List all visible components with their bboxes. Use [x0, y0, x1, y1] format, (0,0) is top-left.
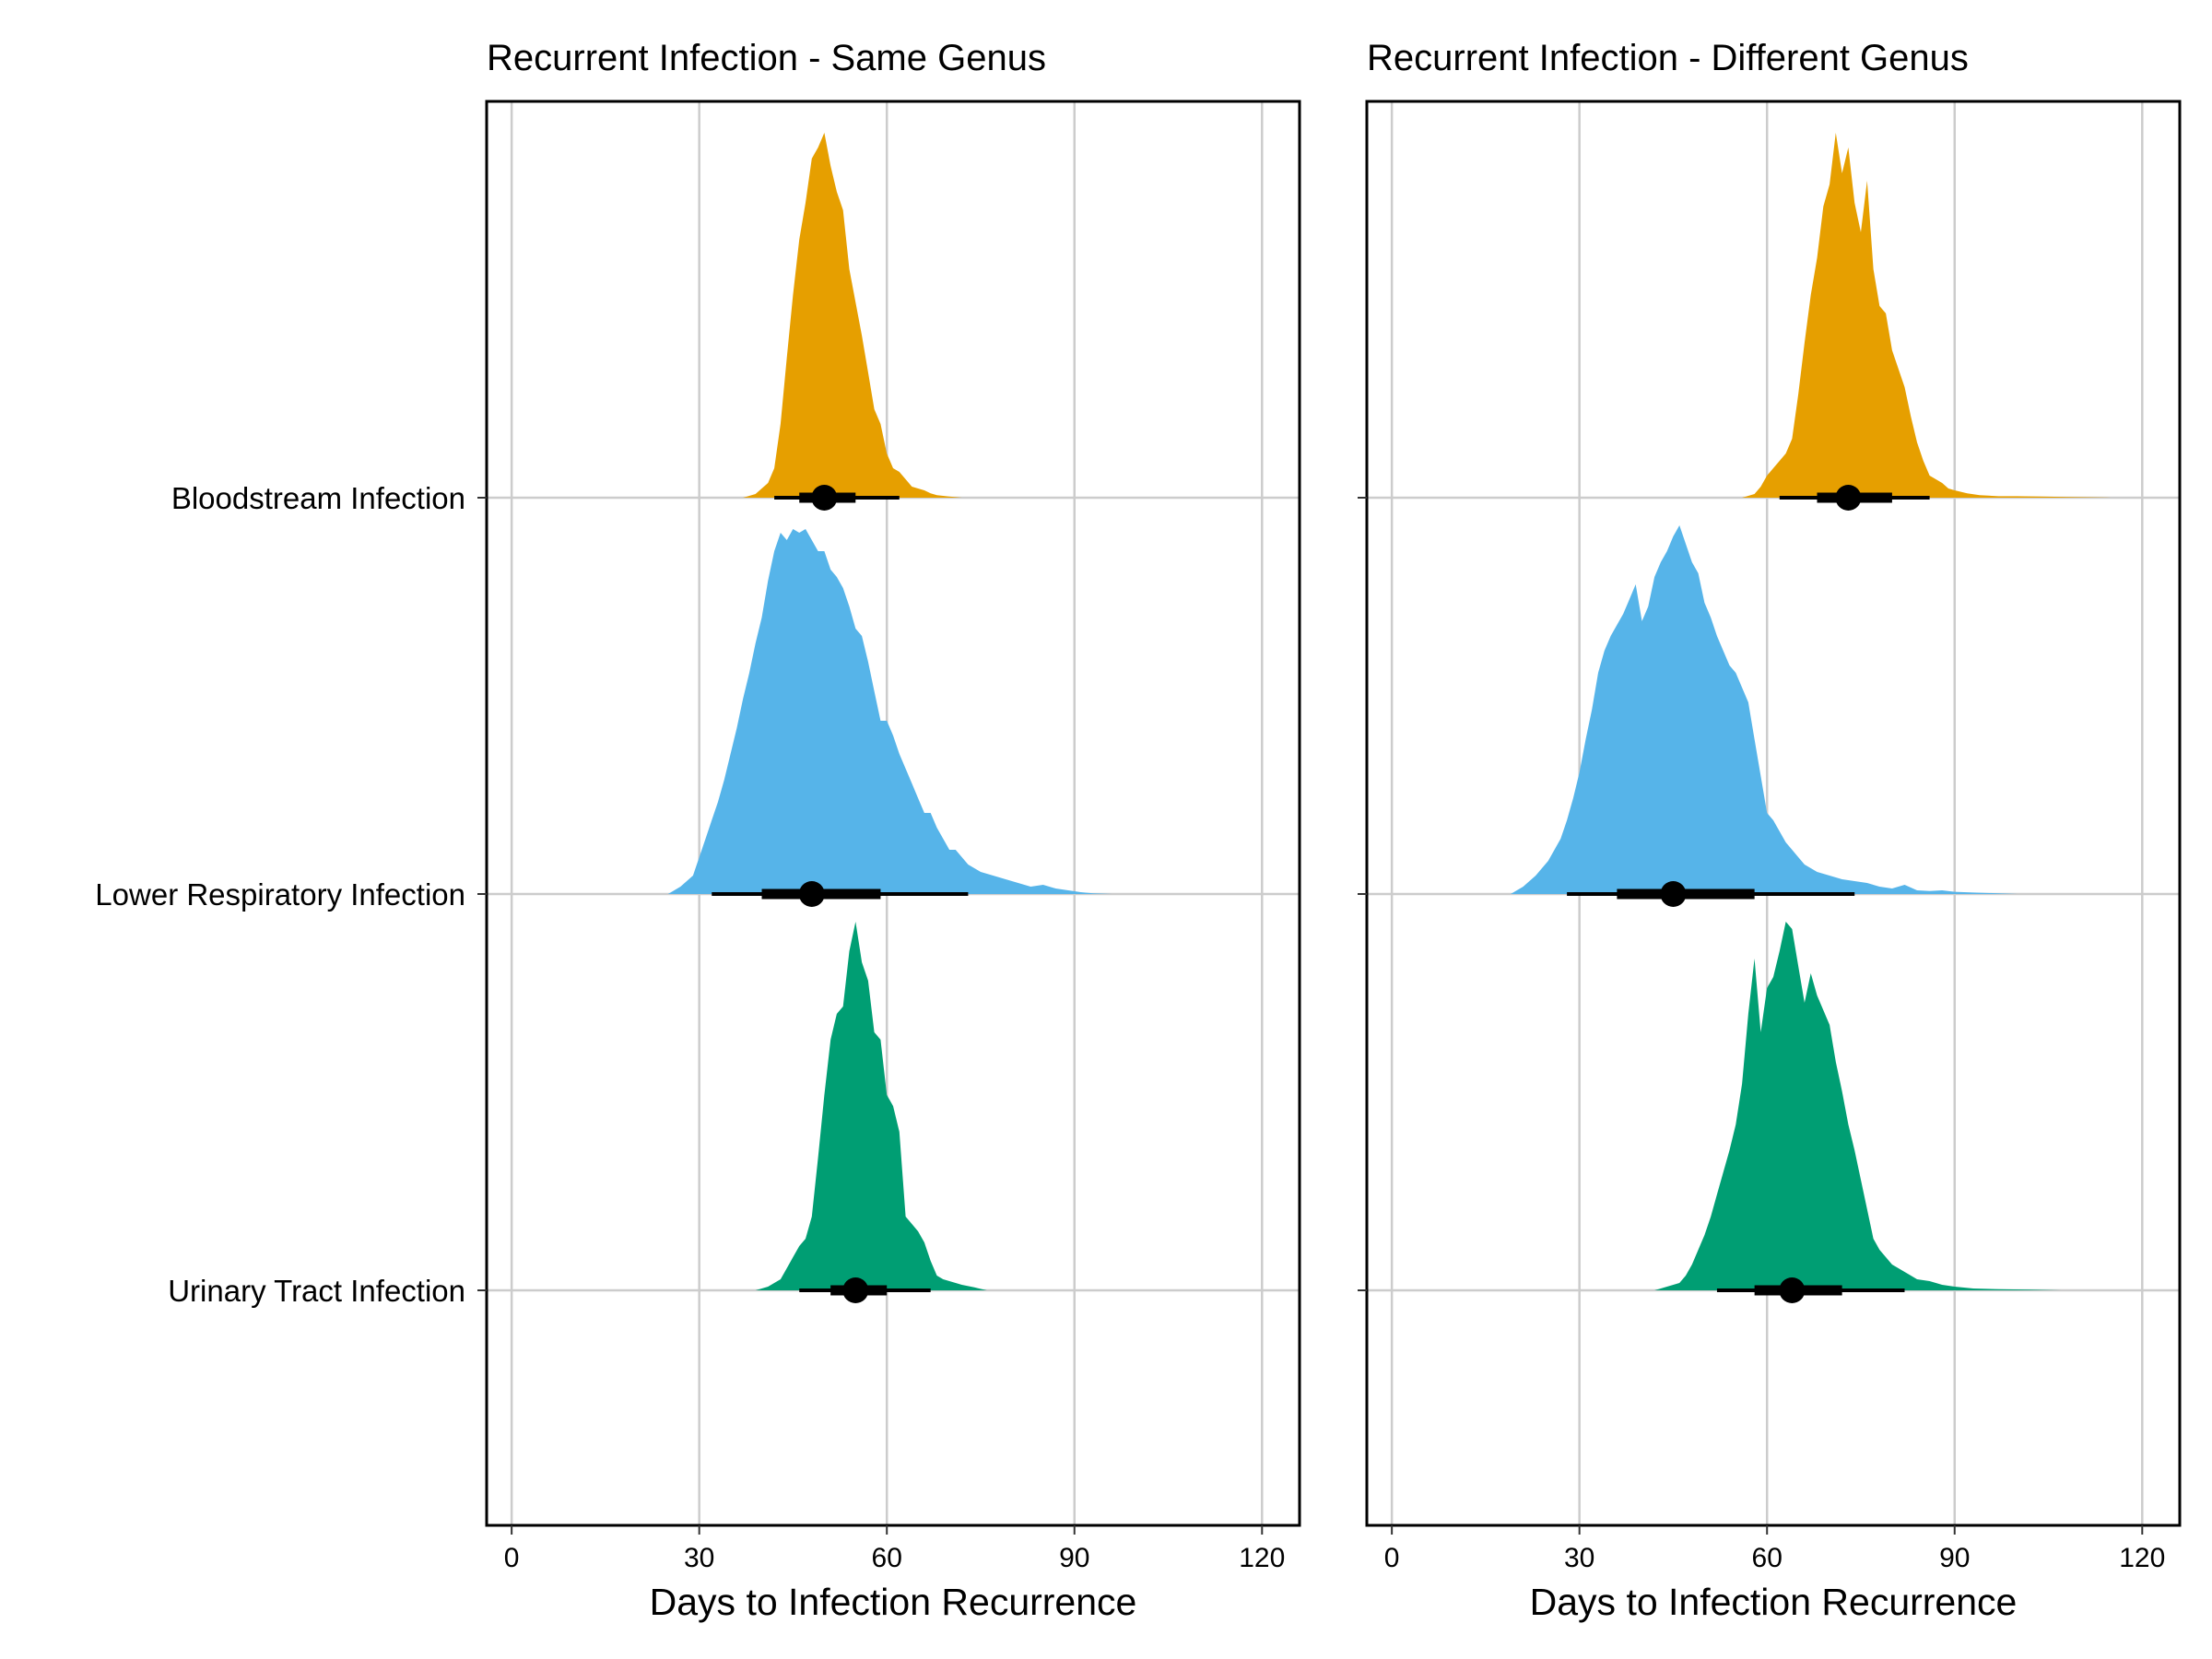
- x-axis-title: Days to Infection Recurrence: [650, 1581, 1137, 1623]
- x-tick-label: 0: [504, 1543, 520, 1573]
- y-axis-labels: Bloodstream Infection Lower Respiratory I…: [95, 481, 1367, 1308]
- x-tick-label: 60: [872, 1543, 902, 1573]
- density-urinary-tract-infection: [1654, 922, 2062, 1290]
- x-axis-ticks: 0 30 60 90 120: [504, 1525, 1285, 1573]
- x-tick-label: 90: [1939, 1543, 1970, 1573]
- median-point-bloodstream-infection: [811, 485, 838, 511]
- density-bloodstream-infection: [1742, 133, 2112, 498]
- panel-same-genus: Recurrent Infection - Same Genus 0 30 60 90…: [485, 38, 1301, 1623]
- x-axis-title: Days to Infection Recurrence: [1530, 1581, 2018, 1623]
- density-lower-respiratory-infection: [667, 529, 1112, 894]
- x-tick-label: 120: [1239, 1543, 1285, 1573]
- density-bloodstream-infection: [743, 133, 962, 498]
- panel-different-genus: Recurrent Infection - Different Genus 0 3…: [1365, 38, 2182, 1623]
- distributions: [1511, 133, 2112, 1303]
- y-tick-label-bloodstream-infection: Bloodstream Infection: [171, 481, 465, 515]
- x-tick-label: 60: [1752, 1543, 1783, 1573]
- median-point-urinary-tract-infection: [842, 1277, 869, 1303]
- panel-title: Recurrent Infection - Different Genus: [1367, 38, 1969, 78]
- median-point-bloodstream-infection: [1835, 485, 1862, 511]
- panel-title: Recurrent Infection - Same Genus: [487, 38, 1046, 78]
- median-point-lower-respiratory-infection: [798, 881, 825, 907]
- y-tick-label-lower-respiratory-infection: Lower Respiratory Infection: [95, 877, 465, 912]
- x-tick-label: 30: [1564, 1543, 1594, 1573]
- median-point-lower-respiratory-infection: [1660, 881, 1687, 907]
- x-tick-label: 0: [1384, 1543, 1400, 1573]
- y-tick-label-urinary-tract-infection: Urinary Tract Infection: [168, 1274, 465, 1308]
- panel-border: [1365, 100, 2182, 1527]
- x-axis-ticks: 0 30 60 90 120: [1384, 1525, 2165, 1573]
- median-point-urinary-tract-infection: [1779, 1277, 1806, 1303]
- density-lower-respiratory-infection: [1511, 525, 2018, 894]
- x-tick-label: 30: [684, 1543, 714, 1573]
- x-tick-label: 120: [2119, 1543, 2165, 1573]
- distributions: [667, 133, 1112, 1303]
- panel-border: [485, 100, 1301, 1527]
- panel-background: [1367, 101, 2180, 1525]
- x-tick-label: 90: [1059, 1543, 1089, 1573]
- density-urinary-tract-infection: [755, 922, 987, 1290]
